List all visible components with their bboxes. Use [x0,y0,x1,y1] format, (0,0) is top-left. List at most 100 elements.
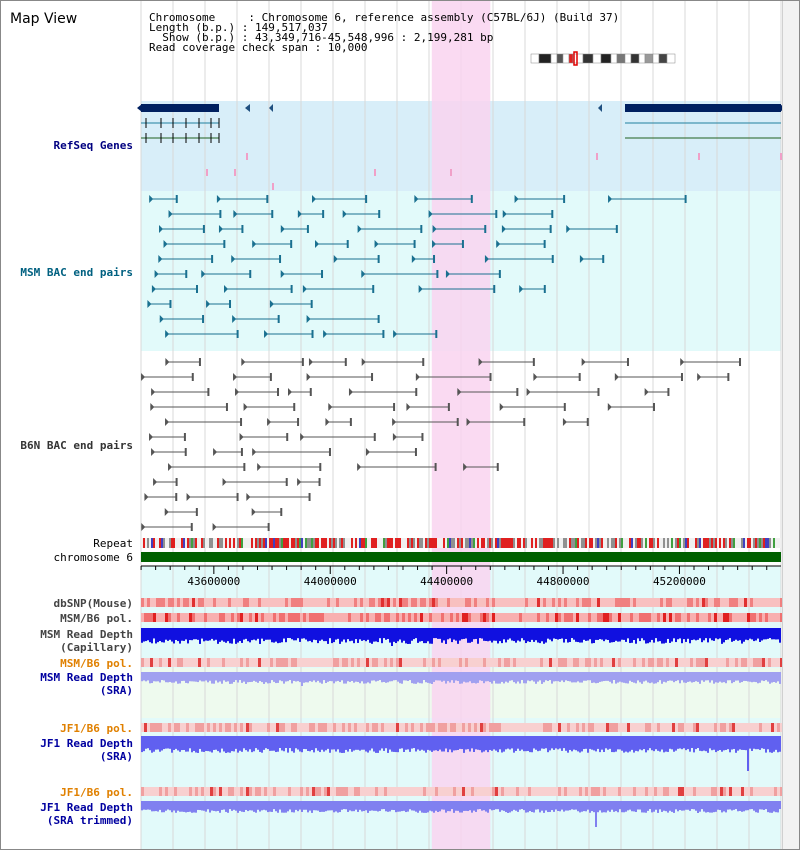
jf1-pol2-cell [726,787,729,796]
repeat-segment [277,538,279,548]
jf1-trimmed-depth-bar [549,801,551,812]
jf1-pol-cell [699,723,702,732]
msm-pol-cell [195,613,198,622]
msm-capillary-depth-bar [233,628,235,639]
msm-pol2-cell [483,658,486,667]
msm-sra-depth-bar [309,672,311,682]
repeat-segment [395,538,397,548]
msm-sra-depth-bar [415,672,417,684]
jf1-sra-depth-bar [687,736,689,750]
msm-pol2-cell [696,658,699,667]
msm-pol-cell [630,613,633,622]
msm-bac-end [551,255,554,263]
track-label-msm-b6-pol-2[interactable]: MSM/B6 pol. [60,657,133,670]
jf1-trimmed-depth-bar [735,801,737,810]
dbsnp-cell [690,598,693,607]
repeat-segment [405,538,407,548]
msm-pol2-cell [627,658,630,667]
ideogram-band [610,53,618,64]
msm-pol-cell [351,613,354,622]
b6n-bac-end [251,508,256,516]
jf1-pol2-cell [735,787,738,796]
track-label-jf1-b6-pol[interactable]: JF1/B6 pol. [60,722,133,735]
vertical-scrollbar[interactable] [782,1,799,849]
jf1-trimmed-depth-bar [275,801,277,812]
dbsnp-cell [420,598,423,607]
jf1-trimmed-depth-bar [643,801,645,813]
jf1-sra-depth-bar [321,736,323,750]
msm-pol-cell [747,613,750,622]
track-label-msm-depth-sra[interactable]: MSM Read Depth [40,671,133,684]
track-label-dbsnp[interactable]: dbSNP(Mouse) [53,597,133,610]
dbsnp-cell [234,598,237,607]
jf1-pol-cell [333,723,336,732]
repeat-segment [703,538,705,548]
msm-capillary-depth-bar [593,628,595,644]
msm-capillary-depth-bar [563,628,565,643]
track-label-jf1-depth-trimmed[interactable]: JF1 Read Depth [40,801,133,814]
track-label-msm-depth-capillary[interactable]: MSM Read Depth [40,628,133,641]
msm-capillary-depth-bar [585,628,587,641]
jf1-pol2-cell [558,787,561,796]
refseq-pink-mark [272,183,274,190]
msm-sra-depth-bar [749,672,751,682]
dbsnp-cell [342,598,345,607]
msm-sra-depth-bar [581,672,583,683]
track-label-jf1-depth-sra[interactable]: JF1 Read Depth [40,737,133,750]
repeat-segment [483,538,485,548]
jf1-pol-cell [714,723,717,732]
track-label-b6n-bac[interactable]: B6N BAC end pairs [20,439,133,452]
dbsnp-cell [411,598,414,607]
track-label-msm-b6-pol[interactable]: MSM/B6 pol. [60,612,133,625]
jf1-sra-depth-bar [499,736,501,750]
msm-capillary-depth-bar [745,628,747,640]
jf1-pol2-cell [654,787,657,796]
jf1-trimmed-depth-bar [657,801,659,813]
msm-bac-end [501,225,506,233]
repeat-segment [337,538,339,548]
dbsnp-cell [528,598,531,607]
jf1-pol2-cell [201,787,204,796]
msm-pol2-cell [318,658,321,667]
msm-pol2-cell [555,658,558,667]
msm-pol2-cell [657,658,660,667]
msm-bac-end [151,285,156,293]
jf1-sra-depth-bar [657,736,659,751]
jf1-pol2-cell [729,787,732,796]
msm-sra-depth-bar [233,672,235,683]
repeat-segment [257,538,259,548]
msm-capillary-depth-bar [497,628,499,644]
msm-pol2-cell [450,658,453,667]
msm-bac-end [223,240,226,248]
repeat-segment [601,538,603,548]
dbsnp-cell [195,598,198,607]
jf1-trimmed-depth-bar [605,801,607,813]
msm-bac-end [306,225,309,233]
msm-pol2-cell [366,658,369,667]
msm-sra-depth-bar [645,672,647,681]
b6n-bac-end [466,418,471,426]
repeat-segment [543,538,545,548]
track-label-jf1-b6-pol-2[interactable]: JF1/B6 pol. [60,786,133,799]
track-label-refseq[interactable]: RefSeq Genes [53,139,133,152]
jf1-sra-depth-bar [209,736,211,752]
jf1-sra-depth-bar [645,736,647,753]
dbsnp-cell [243,598,246,607]
jf1-pol-cell [732,723,735,732]
jf1-sra-depth-bar [351,736,353,752]
b6n-bac-end [652,403,655,411]
msm-sra-depth-bar [145,672,147,682]
jf1-pol-cell [372,723,375,732]
dbsnp-cell [429,598,432,607]
jf1-trimmed-depth-bar [261,801,263,811]
jf1-sra-depth-bar [773,736,775,752]
track-label-msm-bac[interactable]: MSM BAC end pairs [20,266,133,279]
msm-capillary-depth-bar [161,628,163,643]
jf1-pol-cell [525,723,528,732]
msm-capillary-depth-bar [255,628,257,641]
msm-pol2-cell [222,658,225,667]
dbsnp-cell [225,598,228,607]
msm-pol2-cell [174,658,177,667]
repeat-segment [371,538,373,548]
